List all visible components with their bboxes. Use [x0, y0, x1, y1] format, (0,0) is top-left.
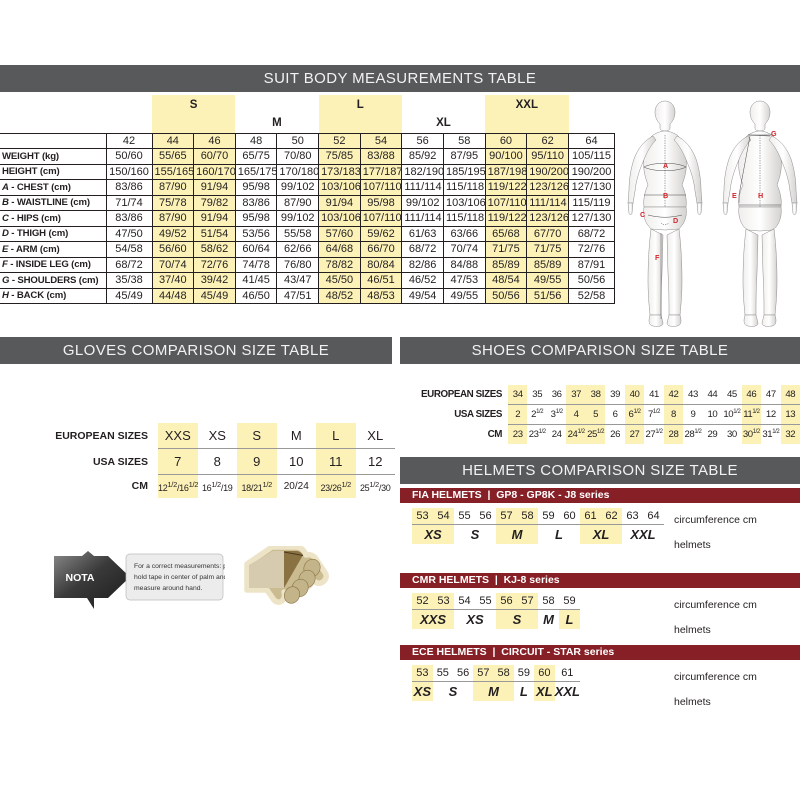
svg-text:NOTA: NOTA — [66, 572, 95, 584]
svg-text:C: C — [640, 210, 645, 219]
svg-text:A: A — [663, 161, 668, 170]
svg-text:measure around hand.: measure around hand. — [134, 585, 203, 592]
svg-text:E: E — [732, 191, 737, 200]
svg-text:D: D — [673, 216, 678, 225]
svg-text:B: B — [663, 191, 668, 200]
svg-text:F: F — [655, 253, 660, 262]
svg-text:H: H — [758, 191, 763, 200]
svg-text:For a correct measurements: pl: For a correct measurements: please — [134, 563, 225, 570]
svg-text:G: G — [771, 129, 777, 138]
svg-text:hold tape in center of pa: hold tape in center of palm and — [134, 574, 225, 581]
